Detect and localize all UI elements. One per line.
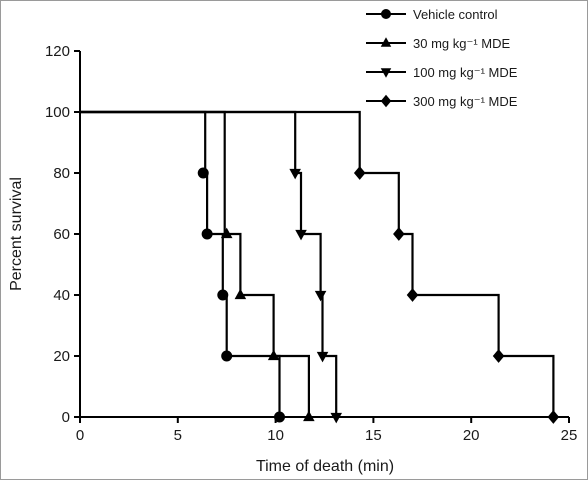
data-point — [353, 166, 366, 180]
legend-label: 100 mg kg⁻¹ MDE — [413, 65, 518, 80]
series-line — [80, 110, 338, 417]
legend-item: 100 mg kg⁻¹ MDE — [366, 65, 518, 80]
data-point — [295, 229, 307, 241]
legend-label: Vehicle control — [413, 7, 498, 22]
data-point — [330, 412, 343, 424]
y-axis-label: Percent survival — [8, 177, 25, 291]
series-layer — [80, 110, 560, 424]
y-tick-label: 60 — [53, 226, 70, 243]
data-point — [406, 288, 419, 302]
y-tick-label: 120 — [45, 43, 70, 60]
data-point — [220, 227, 233, 239]
legend-marker — [380, 37, 392, 47]
series-2 — [80, 110, 315, 422]
y-tick-label: 20 — [53, 348, 70, 365]
series-3 — [80, 110, 343, 424]
legend: Vehicle control 30 mg kg⁻¹ MDE 100 mg kg⁻¹… — [366, 7, 518, 109]
series-line — [80, 110, 281, 417]
x-tick-label: 5 — [174, 427, 182, 444]
data-point — [547, 410, 560, 424]
legend-item: Vehicle control — [366, 7, 498, 22]
data-point — [303, 410, 315, 422]
data-point — [201, 228, 213, 240]
data-point — [316, 351, 329, 363]
legend-item: 300 mg kg⁻¹ MDE — [366, 94, 518, 109]
data-point — [197, 167, 209, 179]
data-point — [314, 290, 327, 302]
x-tick-label: 20 — [463, 427, 480, 444]
legend-label: 30 mg kg⁻¹ MDE — [413, 36, 510, 51]
legend-item: 30 mg kg⁻¹ MDE — [366, 36, 510, 51]
y-tick-label: 80 — [53, 165, 70, 182]
series-line — [80, 110, 310, 417]
data-point — [274, 411, 286, 423]
data-point — [289, 168, 301, 180]
series-line — [80, 110, 555, 417]
legend-label: 300 mg kg⁻¹ MDE — [413, 94, 518, 109]
axes: 0 5 10 15 20 25 0 20 40 60 80 100 120 — [45, 43, 577, 444]
y-tick-label: 40 — [53, 287, 70, 304]
y-tick-label: 100 — [45, 104, 70, 121]
y-tick-label: 0 — [62, 409, 70, 426]
data-point — [492, 349, 505, 363]
data-point — [234, 288, 247, 300]
series-1 — [80, 110, 286, 423]
legend-marker — [380, 68, 392, 78]
x-tick-label: 15 — [365, 427, 382, 444]
x-tick-label: 0 — [76, 427, 84, 444]
x-tick-label: 25 — [561, 427, 578, 444]
legend-marker — [381, 9, 391, 19]
data-point — [221, 350, 233, 362]
data-point — [393, 227, 405, 241]
x-axis-label: Time of death (min) — [256, 458, 394, 475]
legend-marker — [380, 94, 392, 108]
series-4 — [80, 110, 560, 424]
data-point — [267, 349, 280, 361]
x-tick-label: 10 — [267, 427, 284, 444]
data-point — [217, 289, 229, 301]
